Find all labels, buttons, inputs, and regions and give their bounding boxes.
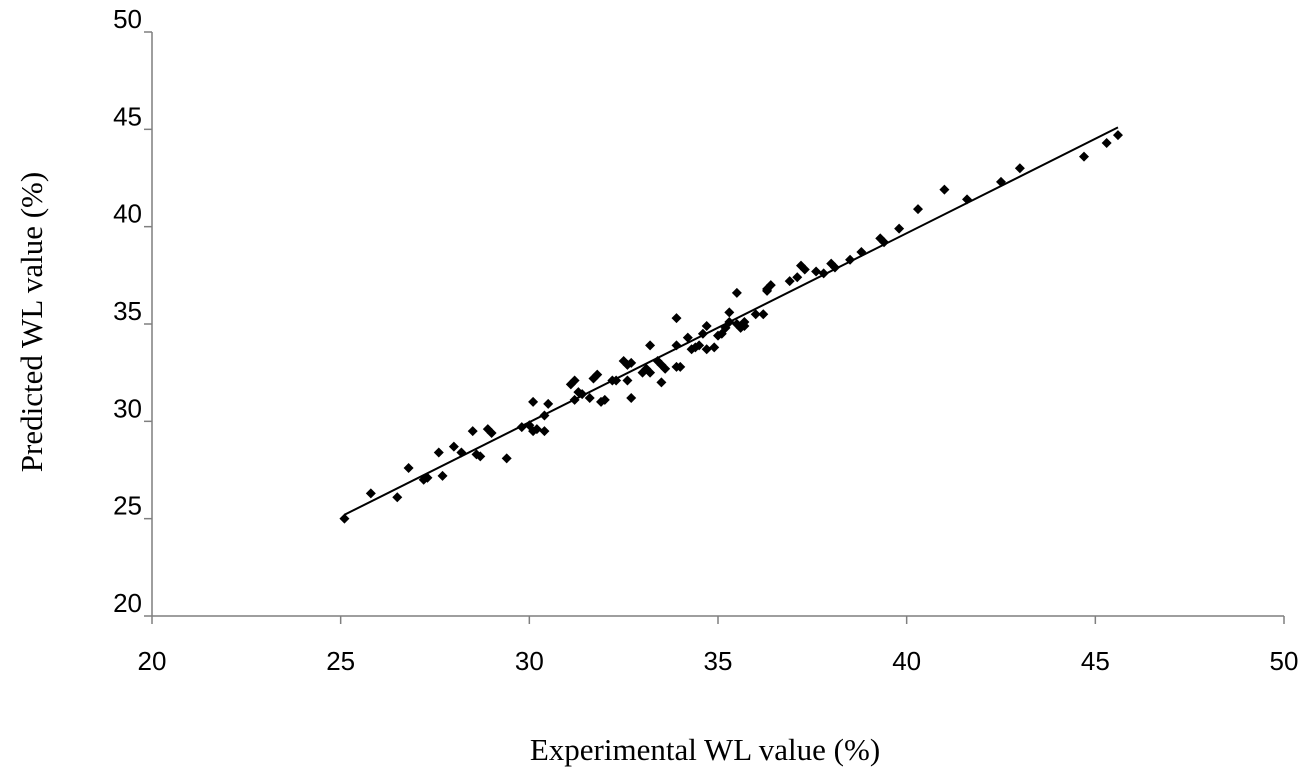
data-points [339,130,1123,524]
data-point [528,396,539,407]
data-point [531,424,542,435]
y-tick-label: 40 [113,199,142,229]
data-point [962,194,973,205]
data-point [784,276,795,287]
data-point [697,328,708,339]
data-point [671,313,682,324]
data-point [569,375,580,386]
data-point [456,447,467,458]
y-tick-label: 45 [113,101,142,131]
y-tick-label: 50 [113,4,142,34]
data-point [626,357,637,368]
data-point [1112,130,1123,141]
data-point [818,268,829,279]
y-tick-label: 25 [113,491,142,521]
data-point [339,513,350,524]
data-point [879,237,890,248]
data-point [682,332,693,343]
data-point [486,428,497,439]
tick-labels: 20 25 30 35 40 45 50 20 25 30 35 40 45 50 [113,4,1298,676]
y-axis-title: Predicted WL value (%) [14,172,49,472]
data-point [622,375,633,386]
data-point [765,280,776,291]
data-point [799,264,810,275]
data-point [1014,163,1025,174]
y-tick-label: 35 [113,296,142,326]
data-point [365,488,376,499]
data-point [792,272,803,283]
data-point [996,176,1006,187]
y-tick-label: 30 [113,393,142,423]
data-point [912,204,923,215]
tick-marks [144,31,1285,624]
data-point [758,309,769,320]
data-point [475,451,486,462]
data-point [701,320,712,331]
data-point [403,463,414,474]
data-point [437,470,448,481]
data-point [939,184,950,195]
data-point [422,472,433,483]
x-tick-label: 20 [138,646,167,676]
data-point [675,361,686,372]
data-point [709,342,720,353]
x-axis-title: Experimental WL value (%) [530,732,880,767]
data-point [739,320,750,331]
data-point [660,363,671,374]
data-point [584,392,595,403]
x-tick-label: 30 [515,646,544,676]
data-point [645,340,656,351]
data-point [724,307,735,318]
y-tick-label: 20 [113,588,142,618]
data-point [569,394,580,405]
data-point [516,422,527,433]
axes [151,32,1284,617]
data-point [656,377,667,388]
data-point [539,426,550,437]
data-point [539,410,550,421]
data-point [811,266,822,277]
x-tick-label: 40 [892,646,921,676]
data-point [829,262,840,273]
data-point [894,223,905,234]
data-point [392,492,403,503]
data-point [448,441,459,452]
data-point [694,340,705,351]
data-point [501,453,512,464]
x-tick-label: 50 [1270,646,1299,676]
x-tick-label: 45 [1081,646,1110,676]
data-point [1101,137,1112,148]
data-point [433,447,444,458]
data-point [611,375,622,386]
data-point [577,389,588,400]
data-point [1079,151,1090,162]
data-point [592,369,603,380]
x-tick-label: 25 [326,646,355,676]
data-point [701,344,712,355]
data-point [599,394,610,405]
data-point [731,287,742,298]
data-point [856,246,867,257]
data-point [750,309,761,320]
data-point [724,317,735,328]
data-point [543,398,554,409]
data-point [845,254,856,265]
data-point [467,426,478,437]
data-point [645,367,656,378]
x-tick-label: 35 [704,646,733,676]
data-point [626,392,637,403]
data-point [671,340,682,351]
